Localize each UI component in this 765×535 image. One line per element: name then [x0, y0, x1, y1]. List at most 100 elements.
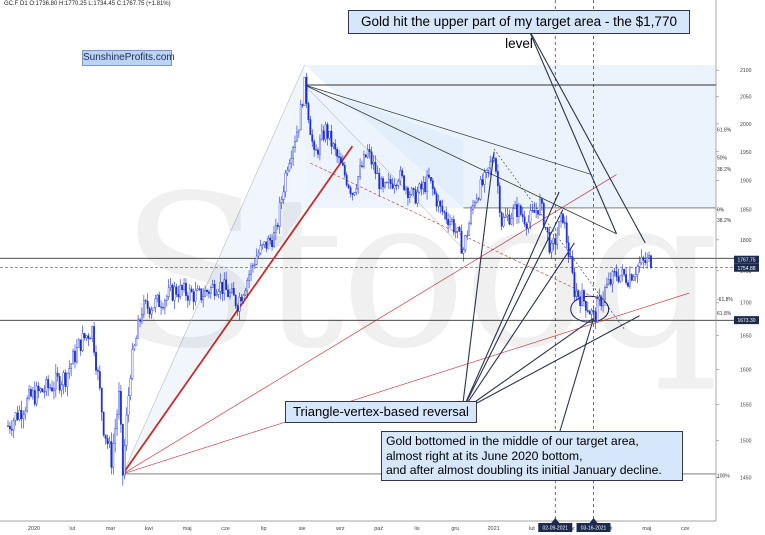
candle-body	[374, 162, 377, 174]
candle-body	[403, 175, 405, 191]
candle-body	[351, 193, 354, 195]
annotation-arrow	[461, 242, 575, 412]
x-tick-label: kwi	[145, 526, 153, 532]
candle-body	[62, 372, 65, 386]
candle-body	[185, 282, 187, 296]
candle-body	[357, 176, 360, 190]
candle-body	[493, 158, 495, 161]
candle-body	[10, 428, 13, 431]
candle-body	[571, 256, 574, 273]
candle-body	[634, 274, 637, 277]
candle-body	[472, 205, 474, 211]
candle-body	[625, 274, 627, 283]
price-label: 1673.30	[737, 318, 755, 324]
candle-body	[51, 387, 53, 392]
candle-body	[278, 202, 281, 227]
candle-body	[382, 178, 384, 188]
fib-area-left	[304, 84, 464, 208]
candle-body	[431, 180, 434, 189]
candle-body	[504, 215, 507, 218]
candle-body	[506, 214, 509, 217]
candle-body	[156, 294, 159, 300]
trend-lines	[0, 0, 756, 521]
candle-body	[271, 239, 273, 248]
candle-body	[447, 219, 450, 226]
date-marker-badge	[576, 523, 611, 532]
candle-body	[14, 412, 17, 421]
candle-body	[531, 209, 534, 212]
candle-body	[332, 143, 335, 147]
candle-body	[238, 297, 241, 312]
x-tick-label: wrz	[335, 526, 345, 532]
candle-body	[519, 205, 522, 215]
candle-body	[426, 174, 428, 192]
bottom-annotation: Gold bottomed in the middle of our targe…	[381, 431, 683, 481]
candle-body	[261, 244, 264, 246]
annotation-arrow	[559, 318, 595, 432]
candle-body	[611, 271, 614, 285]
candle-body	[171, 284, 174, 301]
annotation-arrow	[461, 191, 560, 412]
candle-body	[45, 379, 48, 392]
candle-body	[20, 409, 23, 419]
candle-body	[619, 275, 622, 282]
candle-body	[475, 198, 478, 203]
candle-body	[162, 307, 164, 309]
candle-body	[307, 103, 310, 120]
candle-body	[154, 298, 157, 308]
price-candles	[7, 72, 652, 486]
candle-body	[22, 414, 25, 419]
candle-body	[340, 157, 342, 163]
candle-body	[265, 241, 268, 249]
candle-body	[481, 179, 484, 185]
candle-body	[18, 409, 21, 420]
candle-body	[583, 290, 585, 302]
candle-body	[190, 288, 193, 293]
candle-body	[627, 282, 629, 287]
candle-body	[485, 170, 488, 173]
y-tick-label: 1950	[740, 150, 752, 156]
x-tick-label: gru	[451, 526, 459, 532]
candle-body	[590, 310, 593, 315]
y-tick-label: 2050	[740, 95, 752, 101]
candle-body	[230, 288, 233, 293]
fib-area-upper	[304, 65, 716, 208]
date-marker-arrow	[589, 518, 598, 523]
candle-body	[97, 370, 99, 372]
candle-body	[345, 174, 348, 186]
candle-body	[177, 293, 180, 298]
fib-level-label: 61.8%	[717, 127, 732, 133]
candle-body	[477, 198, 480, 200]
candle-body	[650, 255, 652, 268]
date-marker-label: 02-09-2021	[542, 526, 568, 532]
x-tick-label: cze	[221, 526, 230, 532]
candle-body	[250, 265, 252, 275]
candle-body	[179, 285, 182, 298]
candle-body	[301, 104, 304, 106]
candle-body	[240, 297, 243, 302]
candle-body	[387, 179, 390, 183]
candle-body	[165, 296, 168, 301]
candle-body	[255, 255, 258, 265]
candle-body	[315, 149, 317, 151]
candle-body	[581, 290, 583, 306]
fib-level-label: 100%	[717, 473, 730, 479]
candle-body	[527, 221, 530, 229]
candle-body	[606, 283, 608, 288]
candle-body	[186, 295, 189, 301]
candle-body	[577, 290, 580, 297]
candle-body	[317, 149, 319, 155]
candle-body	[282, 191, 285, 200]
candle-body	[26, 398, 29, 412]
candle-body	[83, 333, 86, 339]
candle-body	[144, 300, 147, 302]
candle-body	[311, 134, 314, 142]
candle-body	[399, 170, 402, 182]
candle-body	[636, 266, 639, 275]
candle-body	[376, 172, 379, 174]
x-tick-label: maj	[642, 526, 651, 532]
candle-body	[141, 314, 143, 322]
candle-body	[378, 172, 381, 190]
candle-body	[584, 301, 587, 311]
